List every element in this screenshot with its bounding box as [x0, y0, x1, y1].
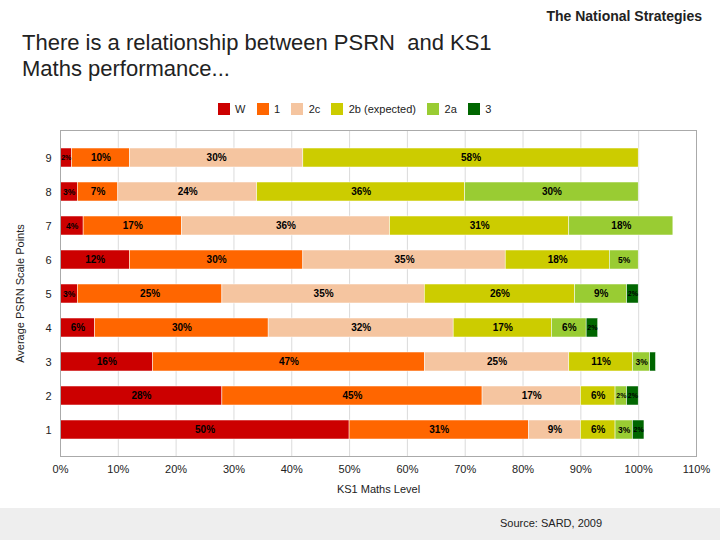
html-text:1: 1: [274, 102, 281, 115]
html-text:W: W: [235, 102, 246, 115]
svg-text:5: 5: [45, 288, 51, 300]
svg-text:30%: 30%: [172, 322, 192, 333]
svg-text:60%: 60%: [396, 463, 418, 475]
svg-text:9%: 9%: [548, 424, 563, 435]
svg-text:7: 7: [45, 220, 51, 232]
svg-text:KS1 Maths Level: KS1 Maths Level: [337, 483, 420, 495]
html-text:The National Strategies: The National Strategies: [546, 8, 702, 24]
svg-text:5%: 5%: [618, 255, 631, 265]
svg-text:90%: 90%: [570, 463, 592, 475]
svg-text:17%: 17%: [123, 220, 143, 231]
svg-text:70%: 70%: [454, 463, 476, 475]
svg-text:100%: 100%: [625, 463, 653, 475]
svg-text:12%: 12%: [85, 254, 105, 265]
svg-text:31%: 31%: [429, 424, 449, 435]
html-text:2b (expected): 2b (expected): [348, 102, 416, 115]
svg-text:32%: 32%: [351, 322, 371, 333]
svg-text:9: 9: [45, 152, 51, 164]
svg-text:4%: 4%: [66, 221, 79, 231]
svg-text:Average PSRN Scale Points: Average PSRN Scale Points: [14, 224, 26, 363]
html-text:2c: 2c: [308, 102, 321, 115]
svg-text:11%: 11%: [591, 356, 611, 367]
svg-text:47%: 47%: [279, 356, 299, 367]
svg-text:6%: 6%: [562, 322, 577, 333]
svg-text:10%: 10%: [107, 463, 129, 475]
svg-text:2%: 2%: [634, 426, 645, 433]
svg-text:28%: 28%: [131, 390, 151, 401]
svg-text:20%: 20%: [165, 463, 187, 475]
svg-text:7%: 7%: [91, 186, 106, 197]
svg-text:6%: 6%: [591, 390, 606, 401]
svg-text:3: 3: [45, 356, 51, 368]
html-text:There is a relationship betwee: There is a relationship between PSRN and…: [22, 30, 492, 55]
html-text:Maths performance...: Maths performance...: [22, 56, 230, 81]
html-text:3: 3: [485, 102, 492, 115]
svg-text:17%: 17%: [493, 322, 513, 333]
svg-text:10%: 10%: [91, 152, 111, 163]
svg-text:2%: 2%: [61, 154, 72, 161]
svg-text:3%: 3%: [635, 357, 648, 367]
svg-text:30%: 30%: [207, 152, 227, 163]
svg-text:0%: 0%: [53, 463, 69, 475]
svg-text:8: 8: [45, 186, 51, 198]
svg-text:25%: 25%: [487, 356, 507, 367]
svg-text:58%: 58%: [461, 152, 481, 163]
html-text:Source: SARD, 2009: Source: SARD, 2009: [500, 517, 603, 529]
svg-text:30%: 30%: [542, 186, 562, 197]
svg-text:31%: 31%: [470, 220, 490, 231]
svg-text:24%: 24%: [178, 186, 198, 197]
svg-text:50%: 50%: [195, 424, 215, 435]
svg-text:2%: 2%: [616, 392, 627, 399]
html-text:2a: 2a: [444, 102, 457, 115]
svg-text:50%: 50%: [339, 463, 361, 475]
svg-text:6%: 6%: [591, 424, 606, 435]
svg-text:30%: 30%: [207, 254, 227, 265]
svg-text:26%: 26%: [490, 288, 510, 299]
svg-text:17%: 17%: [522, 390, 542, 401]
svg-text:36%: 36%: [351, 186, 371, 197]
svg-text:3%: 3%: [618, 425, 631, 435]
svg-text:16%: 16%: [97, 356, 117, 367]
svg-text:36%: 36%: [276, 220, 296, 231]
svg-text:2: 2: [45, 390, 51, 402]
svg-text:80%: 80%: [512, 463, 534, 475]
svg-text:25%: 25%: [140, 288, 160, 299]
svg-text:110%: 110%: [683, 463, 711, 475]
svg-text:6%: 6%: [71, 322, 86, 333]
svg-text:3%: 3%: [63, 289, 76, 299]
svg-text:30%: 30%: [223, 463, 245, 475]
svg-text:2%: 2%: [587, 324, 598, 331]
svg-text:35%: 35%: [314, 288, 334, 299]
svg-text:2%: 2%: [628, 392, 639, 399]
svg-text:4: 4: [45, 322, 51, 334]
svg-text:1: 1: [45, 424, 51, 436]
svg-text:40%: 40%: [281, 463, 303, 475]
svg-text:9%: 9%: [594, 288, 609, 299]
svg-text:2%: 2%: [628, 290, 639, 297]
svg-text:18%: 18%: [611, 220, 631, 231]
svg-text:3%: 3%: [63, 187, 76, 197]
svg-text:6: 6: [45, 254, 51, 266]
svg-text:35%: 35%: [395, 254, 415, 265]
svg-text:18%: 18%: [548, 254, 568, 265]
svg-text:45%: 45%: [342, 390, 362, 401]
